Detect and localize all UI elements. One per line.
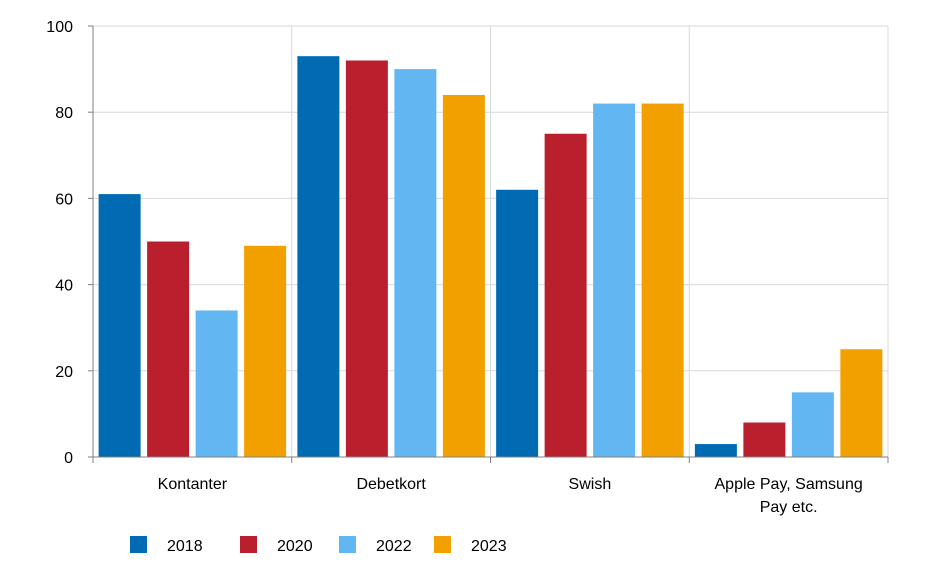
y-tick-label-0: 0	[64, 450, 73, 467]
bar-2018-1	[297, 56, 340, 458]
bar-2018-0	[98, 194, 141, 457]
y-tick-label-60: 60	[55, 191, 73, 208]
bar-2023-1	[442, 94, 485, 458]
bar-2020-0	[147, 241, 190, 457]
y-tick-label-100: 100	[46, 19, 73, 36]
bar-2023-3	[840, 349, 883, 457]
category-label-0: Kontanter	[158, 476, 228, 493]
category-label-2: Swish	[569, 476, 612, 493]
bar-2020-3	[743, 422, 786, 457]
legend-label-2023: 2023	[471, 538, 507, 555]
y-tick-labels: 0 20 40 60 80 100	[46, 19, 73, 467]
category-label-3-line-0: Apple Pay, Samsung	[715, 476, 863, 493]
legend-label-2022: 2022	[376, 538, 412, 555]
bar-2018-3	[694, 444, 737, 457]
axes	[88, 25, 889, 463]
legend-swatch-2022	[339, 536, 356, 553]
bar-2018-2	[496, 189, 539, 457]
bar-2023-0	[244, 245, 287, 457]
category-labels: Kontanter Debetkort Swish Apple Pay, Samsun…	[158, 476, 863, 516]
gridlines	[93, 25, 889, 457]
y-tick-label-80: 80	[55, 105, 73, 122]
bar-2023-2	[641, 103, 684, 457]
legend-swatch-2020	[240, 536, 257, 553]
legend: 2018 2020 2022 2023	[130, 536, 507, 555]
bar-2022-3	[791, 392, 834, 457]
bar-2022-0	[195, 310, 238, 457]
y-tick-label-40: 40	[55, 278, 73, 295]
legend-label-2018: 2018	[167, 538, 203, 555]
category-label-3-line-1: Pay etc.	[760, 499, 818, 516]
bar-2022-2	[593, 103, 636, 457]
category-label-1: Debetkort	[356, 476, 426, 493]
bar-2022-1	[394, 69, 437, 457]
legend-swatch-2023	[434, 536, 451, 553]
bar-2020-2	[544, 133, 587, 457]
y-tick-label-20: 20	[55, 364, 73, 381]
legend-swatch-2018	[130, 536, 147, 553]
bar-2020-1	[345, 60, 388, 457]
legend-label-2020: 2020	[277, 538, 313, 555]
bars	[98, 56, 883, 458]
